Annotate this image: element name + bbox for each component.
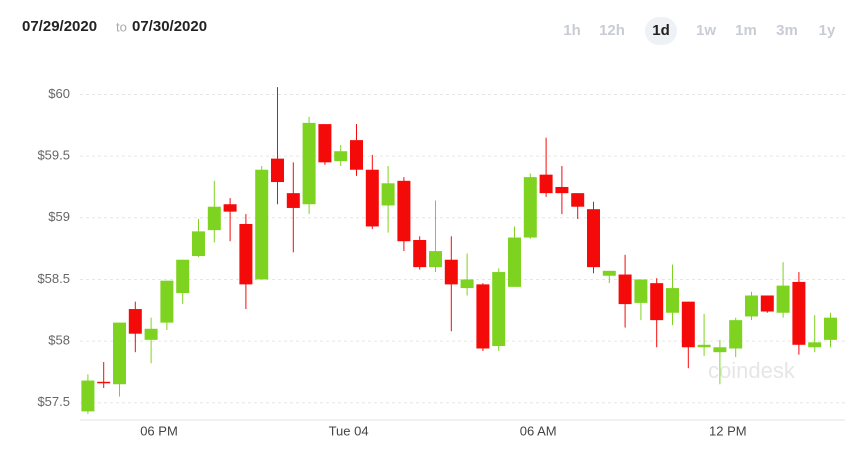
- candle-body: [713, 347, 727, 353]
- y-tick-label: $57.5: [37, 394, 70, 409]
- candle-body: [523, 177, 537, 238]
- candle-body: [508, 237, 521, 287]
- date-from: 07/29/2020: [22, 18, 97, 35]
- candle-body: [492, 272, 506, 347]
- x-tick-label: 12 PM: [709, 423, 747, 438]
- candle-body: [81, 380, 95, 412]
- candle-body: [97, 381, 111, 384]
- candle-body: [239, 223, 253, 285]
- x-tick-label: 06 AM: [520, 423, 557, 438]
- range-button[interactable]: 1h: [563, 22, 581, 39]
- range-button[interactable]: 1w: [696, 22, 716, 39]
- date-to-word: to: [116, 19, 127, 34]
- candle-body: [808, 342, 822, 348]
- candle-body: [113, 322, 126, 385]
- candle-body: [602, 270, 616, 276]
- candle-body: [429, 251, 442, 268]
- candle-body: [650, 283, 664, 321]
- range-buttons: 1h 12h 1d 1w 1m 3m 1y: [563, 17, 836, 45]
- range-button[interactable]: 1y: [819, 22, 836, 39]
- candle-body: [160, 280, 174, 323]
- candle-body: [350, 140, 363, 170]
- candle-body: [271, 158, 284, 183]
- candle-body: [318, 124, 332, 163]
- range-button[interactable]: 1d: [652, 22, 670, 39]
- y-tick-label: $60: [48, 86, 70, 101]
- candle-body: [223, 204, 237, 212]
- candle-body: [681, 301, 695, 348]
- y-tick-label: $58: [48, 333, 70, 348]
- candle-body: [729, 320, 743, 349]
- candle-body: [444, 259, 458, 285]
- candle-body: [192, 231, 205, 257]
- candle-body: [365, 169, 379, 227]
- candle-body: [666, 288, 679, 313]
- candle-body: [128, 309, 142, 334]
- candle-body: [697, 344, 711, 348]
- candle-body: [776, 285, 790, 313]
- candle-body: [634, 279, 648, 303]
- candle-body: [286, 193, 300, 208]
- candle-body: [792, 281, 806, 345]
- candle-body: [587, 209, 600, 268]
- candle-body: [144, 328, 158, 340]
- watermark: coindesk: [708, 358, 796, 383]
- y-tick-label: $59.5: [37, 148, 70, 163]
- selected-range-bg: [645, 17, 677, 45]
- date-to: 07/30/2020: [132, 18, 207, 35]
- x-tick-label: 06 PM: [140, 423, 178, 438]
- candle-body: [618, 274, 632, 305]
- candle-body: [460, 279, 474, 289]
- candle-body: [413, 240, 427, 268]
- range-button[interactable]: 3m: [776, 22, 798, 39]
- range-button[interactable]: 1m: [735, 22, 757, 39]
- candle-body: [255, 169, 269, 280]
- candle-body: [555, 186, 569, 194]
- range-button[interactable]: 12h: [599, 22, 625, 39]
- candle-body: [824, 317, 837, 340]
- candle-body: [176, 259, 190, 294]
- candle-body: [381, 183, 395, 206]
- candle-body: [760, 295, 774, 312]
- candle-body: [302, 122, 316, 205]
- candle-body: [397, 180, 411, 242]
- y-tick-label: $59: [48, 209, 70, 224]
- x-tick-label: Tue 04: [329, 423, 369, 438]
- candle-body: [539, 174, 553, 194]
- y-tick-label: $58.5: [37, 271, 70, 286]
- candle-body: [476, 284, 490, 349]
- candle-body: [745, 295, 758, 317]
- candle-body: [571, 193, 585, 207]
- candle-body: [207, 206, 221, 231]
- candle-body: [334, 151, 348, 162]
